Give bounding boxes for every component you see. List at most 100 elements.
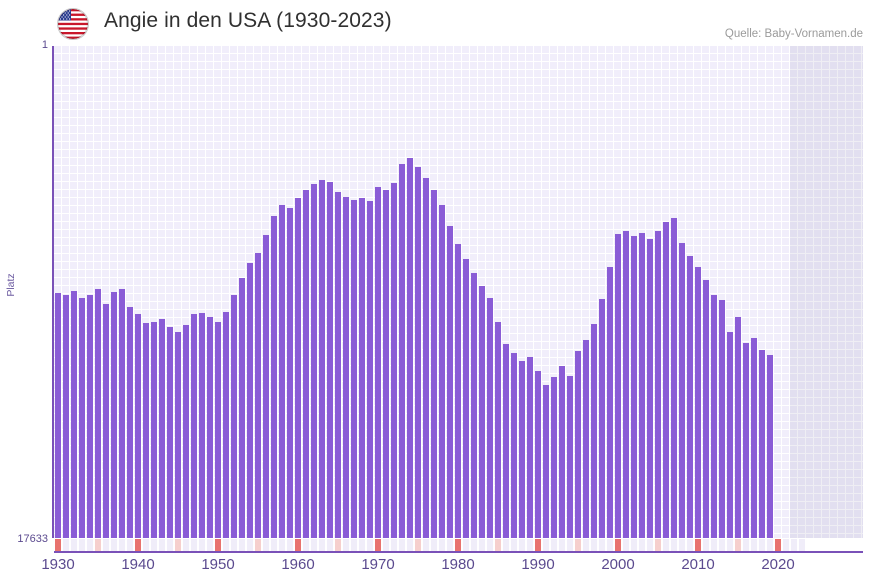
bar[interactable]: [95, 289, 101, 538]
bar[interactable]: [463, 259, 469, 538]
bar[interactable]: [615, 234, 621, 538]
bar[interactable]: [639, 233, 645, 538]
bar[interactable]: [215, 322, 221, 538]
no-data-region: [790, 46, 863, 538]
bar[interactable]: [247, 263, 253, 538]
bar[interactable]: [407, 158, 413, 538]
bar[interactable]: [735, 317, 741, 538]
bar[interactable]: [127, 307, 133, 538]
bar[interactable]: [487, 298, 493, 538]
bar[interactable]: [599, 299, 605, 538]
bar[interactable]: [447, 226, 453, 538]
bar[interactable]: [567, 376, 573, 538]
bar[interactable]: [767, 355, 773, 538]
bar[interactable]: [495, 322, 501, 538]
bar[interactable]: [655, 231, 661, 538]
bar[interactable]: [175, 332, 181, 538]
source-note: Quelle: Baby-Vornamen.de: [724, 28, 863, 40]
bar[interactable]: [119, 289, 125, 538]
bar[interactable]: [351, 200, 357, 538]
bar[interactable]: [255, 253, 261, 538]
bar[interactable]: [367, 201, 373, 538]
x-tick-cell: [735, 539, 741, 551]
bar[interactable]: [239, 278, 245, 538]
bar[interactable]: [399, 164, 405, 538]
bar[interactable]: [575, 351, 581, 538]
bar[interactable]: [527, 357, 533, 538]
bar[interactable]: [167, 327, 173, 538]
bar[interactable]: [303, 190, 309, 538]
x-axis-tick-label: 1940: [121, 556, 155, 573]
bar[interactable]: [191, 314, 197, 538]
bar[interactable]: [335, 192, 341, 538]
bar[interactable]: [391, 183, 397, 538]
bar[interactable]: [759, 350, 765, 538]
x-axis-tick-label: 2020: [761, 556, 795, 573]
bar[interactable]: [55, 293, 61, 538]
bar[interactable]: [559, 366, 565, 538]
bar[interactable]: [511, 353, 517, 538]
bar[interactable]: [679, 243, 685, 538]
bar[interactable]: [151, 322, 157, 538]
bar[interactable]: [695, 267, 701, 538]
bar[interactable]: [383, 190, 389, 538]
x-tick-cell: [663, 539, 669, 551]
bar[interactable]: [751, 338, 757, 538]
bar[interactable]: [287, 208, 293, 538]
bar[interactable]: [471, 273, 477, 538]
bar[interactable]: [183, 325, 189, 538]
bar[interactable]: [135, 314, 141, 538]
x-tick-cell: [135, 539, 141, 551]
bar[interactable]: [415, 167, 421, 538]
bar[interactable]: [423, 178, 429, 538]
bar[interactable]: [279, 205, 285, 538]
x-tick-cell: [495, 539, 501, 551]
bar[interactable]: [111, 292, 117, 538]
bar[interactable]: [319, 180, 325, 538]
bar[interactable]: [607, 267, 613, 538]
x-tick-cell: [791, 539, 797, 551]
bar[interactable]: [375, 187, 381, 538]
bar[interactable]: [647, 239, 653, 538]
bar[interactable]: [87, 295, 93, 538]
bar[interactable]: [159, 319, 165, 538]
bar[interactable]: [591, 324, 597, 538]
bar[interactable]: [479, 286, 485, 538]
bar[interactable]: [311, 184, 317, 538]
bar[interactable]: [263, 235, 269, 538]
bar[interactable]: [703, 280, 709, 538]
bar[interactable]: [71, 291, 77, 538]
bar[interactable]: [207, 317, 213, 538]
bar[interactable]: [199, 313, 205, 538]
bar[interactable]: [143, 323, 149, 538]
bar[interactable]: [327, 182, 333, 538]
x-axis-tick-label: 2010: [681, 556, 715, 573]
bar[interactable]: [431, 190, 437, 538]
bar[interactable]: [103, 304, 109, 538]
bar[interactable]: [439, 205, 445, 538]
bar[interactable]: [231, 295, 237, 538]
bar[interactable]: [543, 385, 549, 538]
bar[interactable]: [663, 222, 669, 538]
bar[interactable]: [631, 236, 637, 538]
bar[interactable]: [623, 231, 629, 538]
bar[interactable]: [455, 244, 461, 538]
bar[interactable]: [711, 295, 717, 538]
bar[interactable]: [583, 340, 589, 538]
bar[interactable]: [727, 332, 733, 538]
bar[interactable]: [687, 256, 693, 538]
bar[interactable]: [79, 298, 85, 538]
bar[interactable]: [271, 216, 277, 538]
bar[interactable]: [223, 312, 229, 538]
bar[interactable]: [743, 343, 749, 538]
bar[interactable]: [503, 344, 509, 538]
bar[interactable]: [719, 300, 725, 538]
bar[interactable]: [343, 197, 349, 538]
bar[interactable]: [519, 361, 525, 538]
bar[interactable]: [295, 198, 301, 538]
bar[interactable]: [63, 295, 69, 538]
bar[interactable]: [551, 377, 557, 538]
bar[interactable]: [535, 371, 541, 538]
bar[interactable]: [671, 218, 677, 538]
bar[interactable]: [359, 198, 365, 538]
